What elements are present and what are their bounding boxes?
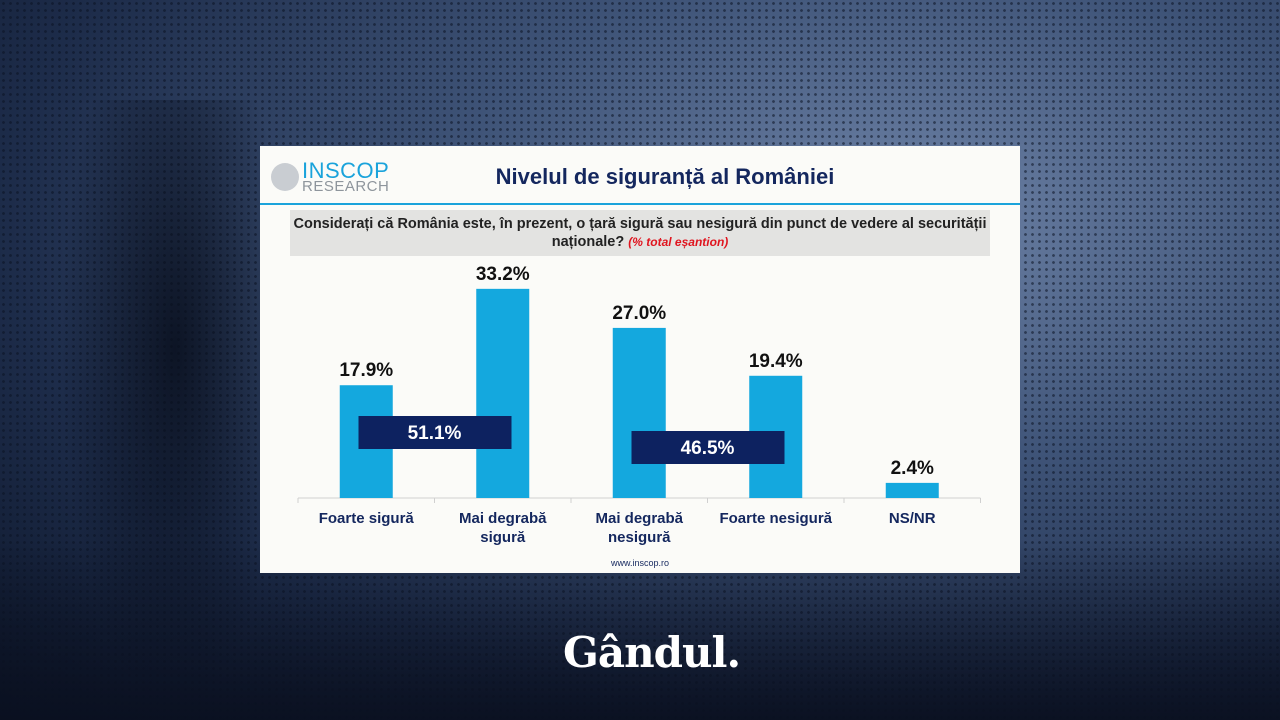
category-label: Foarte sigură [319,510,415,527]
category-label: Mai degrabă [459,510,547,527]
logo-main-text: INSCOP [302,158,390,183]
title-divider [260,203,1020,205]
question-text: Considerați că România este, în prezent,… [293,216,987,250]
logo-circle-icon [271,163,299,191]
data-label: 2.4% [891,458,934,479]
data-label: 17.9% [339,360,393,381]
subtotal-label: 51.1% [408,423,462,444]
logo-sub-text: RESEARCH [302,178,390,195]
category-label: nesigură [608,529,671,546]
category-label: NS/NR [889,510,936,527]
gandul-logo: Gândul. [563,628,741,677]
bar [885,482,939,498]
bar [476,288,530,498]
chart-title: Nivelul de siguranță al României [495,164,835,189]
survey-question: Considerați că România este, în prezent,… [290,210,990,256]
question-note: (% total eșantion) [628,235,729,249]
subtotal-box [631,431,785,464]
subtotal-label: 46.5% [681,438,735,459]
data-label: 33.2% [476,264,530,285]
data-label: 27.0% [612,303,666,324]
footer-url: www.inscop.ro [610,558,670,568]
chart-panel: INSCOP RESEARCH Nivelul de siguranță al … [260,146,1020,573]
category-label: sigură [480,529,526,546]
bar-chart: 17.9% Foarte sigură 33.2% Mai degrabă sigură… [297,264,981,546]
category-label: Foarte nesigură [719,510,832,527]
inscop-logo: INSCOP RESEARCH [268,158,392,195]
bar [612,327,666,498]
data-label: 19.4% [749,351,803,372]
subtotal-box [358,416,512,449]
category-label: Mai degrabă [595,510,683,527]
